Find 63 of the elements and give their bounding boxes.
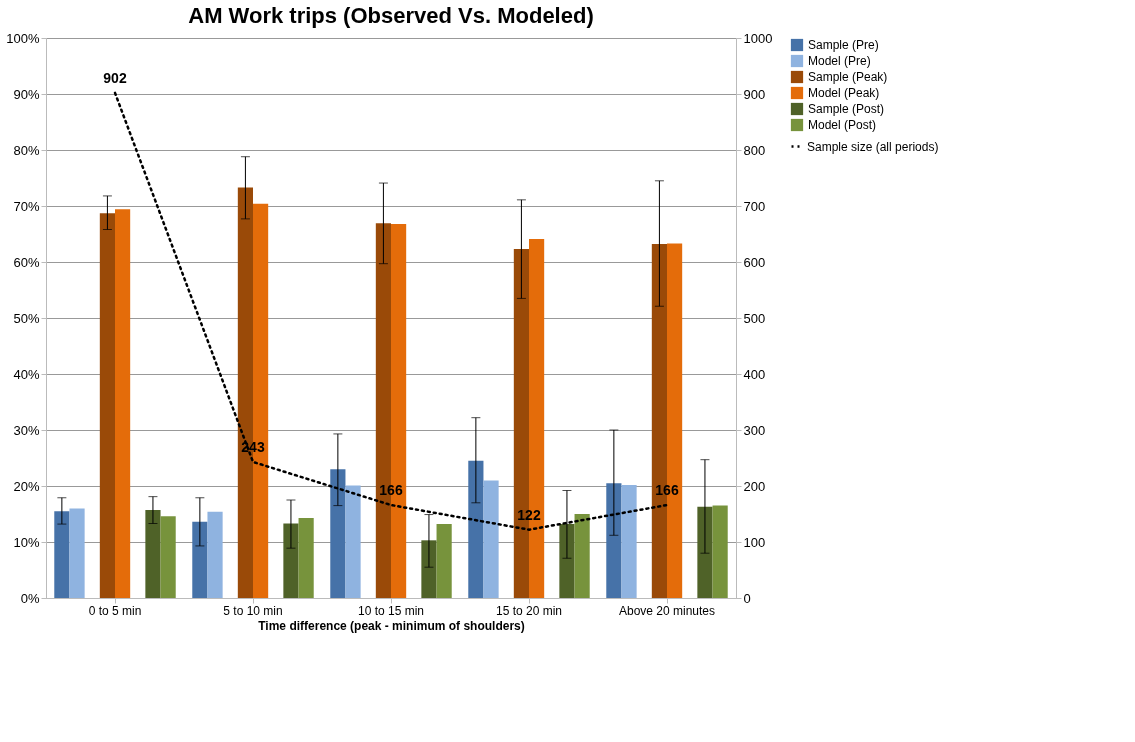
bar <box>345 485 361 598</box>
y-tick-label: 70% <box>13 198 40 214</box>
y2-tick-label: 900 <box>743 86 766 102</box>
bar <box>574 514 590 598</box>
legend-label: Model (Post) <box>808 118 877 132</box>
data-label: 243 <box>241 438 265 455</box>
data-label: 166 <box>655 482 679 499</box>
legend-label: Sample (Post) <box>808 102 885 116</box>
y-tick-label: 100% <box>6 30 40 46</box>
bar <box>145 510 161 598</box>
y-tick-label: 40% <box>13 366 40 382</box>
x-tick-label: 15 to 20 min <box>495 603 563 618</box>
y2-tick-label: 600 <box>743 254 766 270</box>
y-tick-label: 30% <box>13 422 40 438</box>
y-tick-label: 0% <box>20 590 40 606</box>
y2-tick-label: 500 <box>743 310 766 326</box>
y-tick-label: 20% <box>13 478 40 494</box>
bar <box>559 524 575 598</box>
bar <box>621 484 637 598</box>
legend-label: Sample (Pre) <box>808 38 879 52</box>
x-axis-title: Time difference (peak - minimum of shoulders) <box>258 618 525 633</box>
y2-tick-label: 0 <box>743 590 751 606</box>
y2-tick-label: 200 <box>743 478 766 494</box>
bar <box>54 511 70 598</box>
bar <box>330 469 346 598</box>
bar <box>192 521 208 598</box>
bar <box>283 523 299 598</box>
y2-tick-label: 800 <box>743 142 766 158</box>
bar <box>483 480 499 598</box>
bar <box>298 517 314 598</box>
bar <box>697 506 713 598</box>
bar <box>115 209 131 598</box>
bar <box>160 516 176 598</box>
y-tick-label: 50% <box>13 310 40 326</box>
x-tick-label: 0 to 5 min <box>88 603 142 618</box>
y2-tick-label: 100 <box>743 534 766 550</box>
y2-tick-label: 1000 <box>743 30 773 46</box>
legend-label: Sample (Peak) <box>808 70 888 84</box>
data-label: 902 <box>103 69 127 86</box>
legend-label: Model (Pre) <box>808 54 871 68</box>
y2-tick-label: 400 <box>743 366 766 382</box>
y-tick-label: 90% <box>13 86 40 102</box>
y-tick-label: 80% <box>13 142 40 158</box>
x-tick-label: 5 to 10 min <box>223 603 283 618</box>
bar <box>69 508 85 598</box>
bar <box>436 524 452 598</box>
legend-label: Sample size (all periods) <box>807 139 939 154</box>
x-tick-label: 10 to 15 min <box>357 603 425 618</box>
x-tick-label: Above 20 minutes <box>618 603 716 618</box>
y2-tick-label: 300 <box>743 422 766 438</box>
bar <box>99 213 115 598</box>
chart-title: AM Work trips (Observed Vs. Modeled) <box>188 3 594 28</box>
bar <box>606 483 622 598</box>
y-tick-label: 10% <box>13 534 40 550</box>
bar <box>712 505 728 598</box>
bar <box>207 511 223 598</box>
bar <box>468 460 484 598</box>
legend-label: Model (Peak) <box>808 86 880 100</box>
data-label: 166 <box>379 482 403 499</box>
y2-tick-label: 700 <box>743 198 766 214</box>
data-label: 122 <box>517 506 541 523</box>
bar <box>421 540 437 598</box>
y-tick-label: 60% <box>13 254 40 270</box>
